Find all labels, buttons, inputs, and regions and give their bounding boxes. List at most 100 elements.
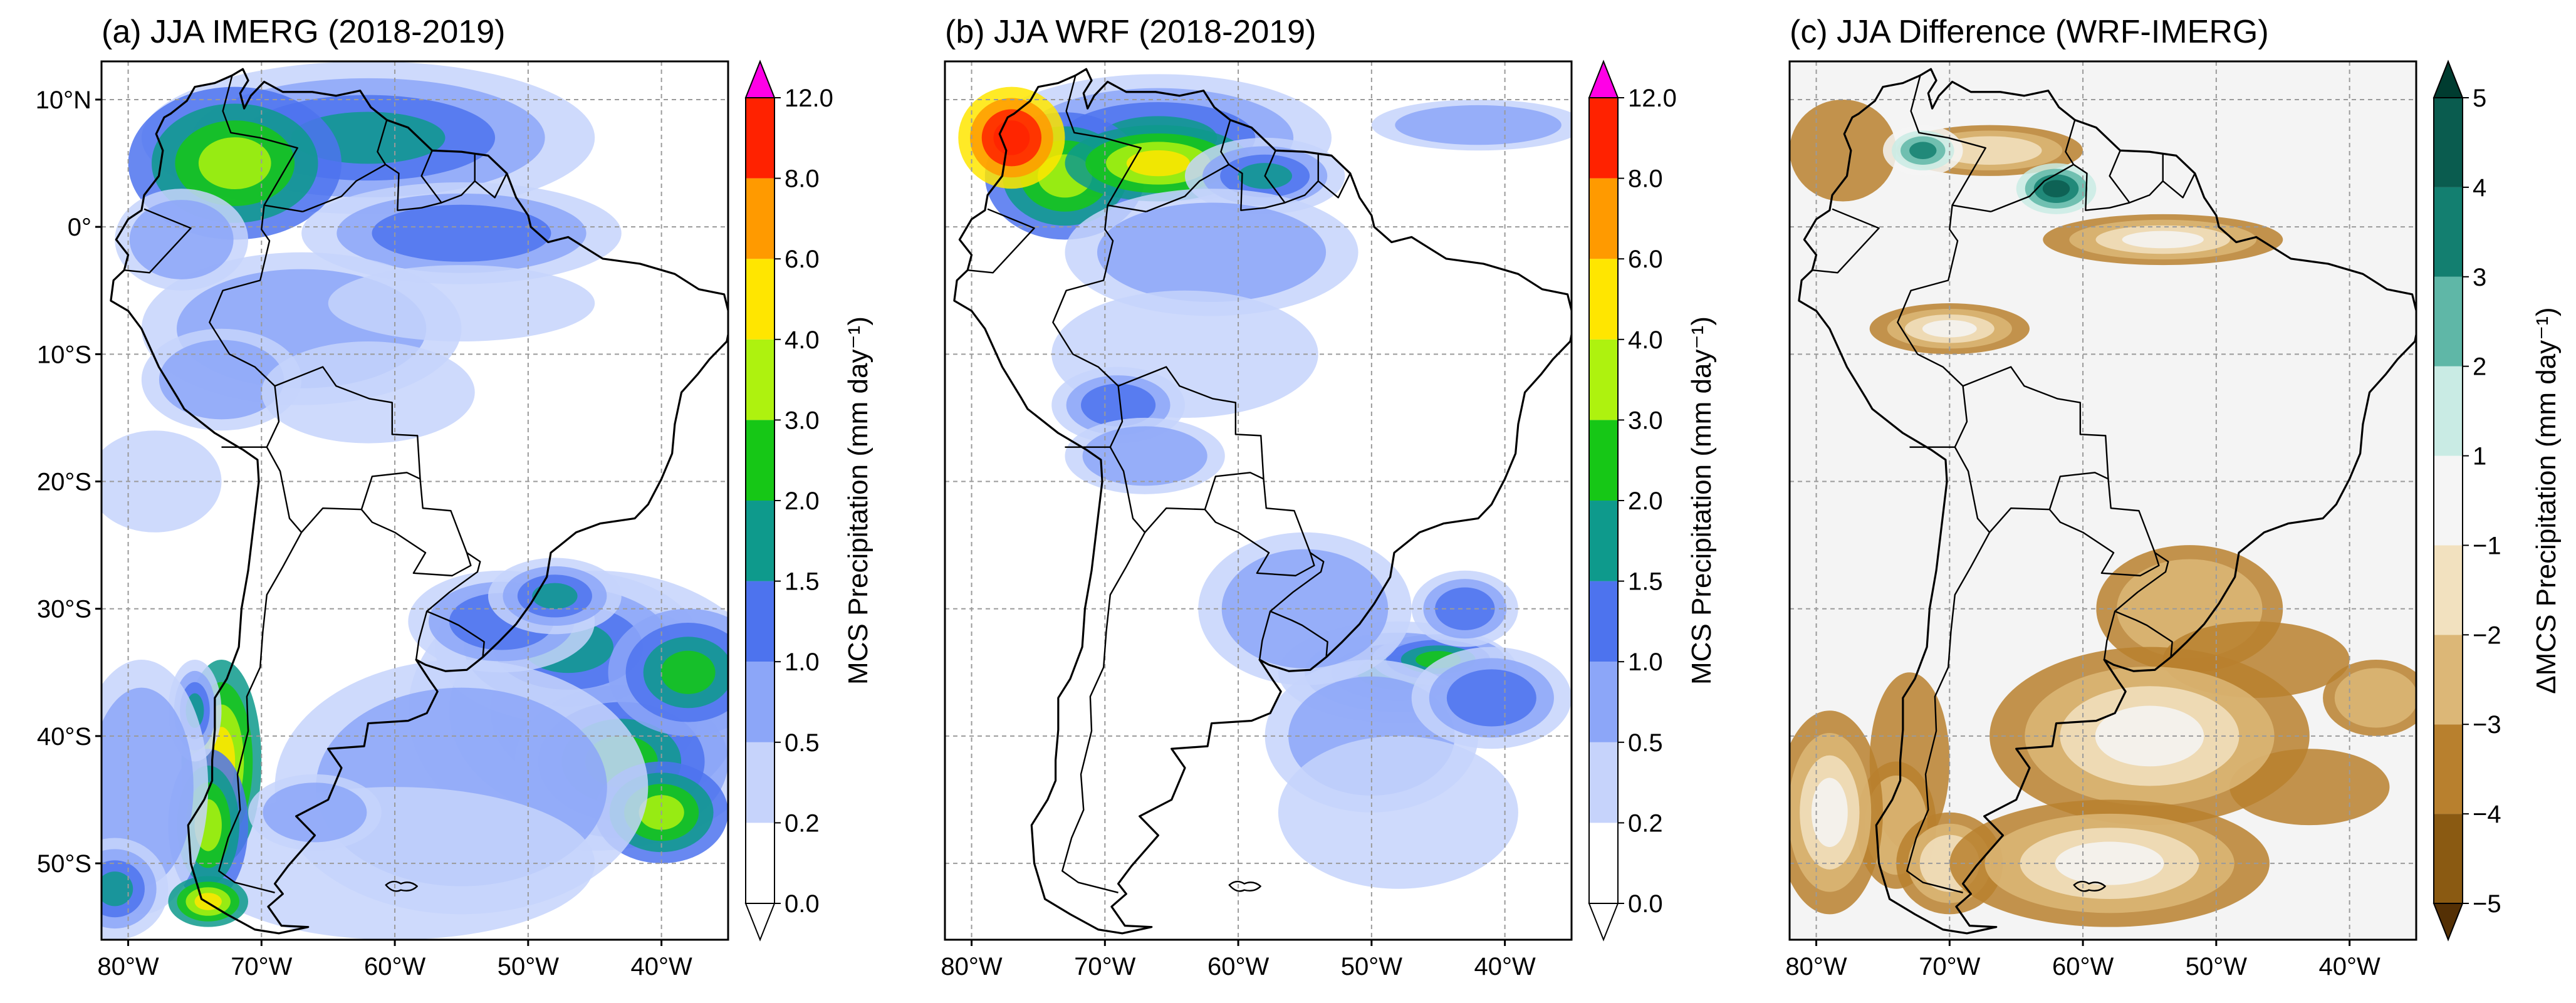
colorbar-tick-label: −5 — [2473, 890, 2501, 918]
country-border — [1264, 150, 1319, 204]
country-border — [1897, 204, 1991, 893]
colorbar-tick-label: 8.0 — [1628, 165, 1663, 193]
country-border — [2109, 150, 2164, 204]
panel-c-precip-cell — [1790, 99, 1897, 202]
colorbar-extend-top — [2433, 60, 2464, 98]
panel-a-precip-cell — [328, 265, 595, 342]
colorbar-tick-label: 8.0 — [785, 165, 820, 193]
colorbar-segment — [2434, 187, 2463, 277]
panel-title: (a) JJA IMERG (2018-2019) — [102, 14, 505, 50]
panel-c-precip-cell — [2122, 231, 2204, 249]
country-border — [1269, 552, 1328, 658]
lon-tick-label: 40°W — [2318, 953, 2380, 980]
colorbar-tick-label: 3 — [2473, 264, 2486, 291]
country-border — [1990, 120, 2076, 212]
country-border — [415, 611, 428, 660]
colorbar-tick-label: 4.0 — [785, 326, 820, 354]
colorbar-tick-label: 3.0 — [1628, 407, 1663, 434]
colorbar-extend-bottom — [1588, 903, 1619, 942]
panel-a-precip-cell — [129, 200, 234, 279]
panel-b-precip-cell — [1097, 202, 1327, 303]
country-border — [1052, 204, 1147, 893]
country-border — [1258, 611, 1271, 660]
country-border — [1228, 164, 1285, 211]
falkland-islands — [2073, 880, 2106, 892]
lon-tick-label: 60°W — [1207, 953, 1269, 980]
lon-tick-label: 60°W — [2052, 953, 2114, 980]
lon-tick-label: 70°W — [231, 953, 292, 980]
lon-tick-label: 50°W — [1341, 953, 1402, 980]
colorbar-tick-label: 1 — [2473, 443, 2486, 470]
colorbar-segment — [1589, 420, 1618, 501]
colorbar-segment — [2434, 366, 2463, 456]
colorbar: 0.0 0.2 0.5 1.0 1.5 2.0 3.0 4.0 6.0 8.0 12.0 MCS Pr… — [1588, 60, 1717, 942]
colorbar-tick-label: 0.5 — [785, 729, 820, 757]
panel-b-precip-cell — [1435, 587, 1495, 630]
panel-a-precip-cell — [159, 340, 284, 420]
colorbar-segment — [1589, 662, 1618, 742]
colorbar-segment — [2434, 724, 2463, 814]
country-border — [2114, 552, 2173, 658]
colorbar-segment — [1589, 339, 1618, 420]
country-border — [1317, 153, 1351, 199]
country-border — [124, 208, 192, 274]
panel-b-precip-cell — [1446, 669, 1536, 727]
colorbar-tick-label: 6.0 — [785, 246, 820, 273]
colorbar-segment — [1589, 178, 1618, 259]
colorbar-segment — [2434, 814, 2463, 903]
colorbar-segment — [2434, 98, 2463, 187]
country-border — [1812, 208, 1880, 274]
lon-tick-label: 40°W — [630, 953, 692, 980]
colorbar-label: ΔMCS Precipitation (mm day⁻¹) — [2531, 307, 2562, 694]
country-border — [222, 75, 298, 206]
colorbar-tick-label: −1 — [2473, 532, 2501, 559]
country-border — [2162, 153, 2196, 199]
colorbar-tick-label: 2 — [2473, 353, 2486, 381]
lat-tick-label: 50°S — [37, 850, 91, 878]
colorbar-tick-label: 2.0 — [1628, 487, 1663, 515]
panel-c-precip-cell — [1937, 136, 2042, 165]
panel-a-precip-cell — [372, 204, 551, 262]
panel-a-precip-cell — [263, 782, 367, 843]
colorbar-segment — [1589, 98, 1618, 179]
colorbar-tick-label: 6.0 — [1628, 246, 1663, 273]
country-border — [209, 204, 303, 893]
falkland-islands — [385, 880, 418, 892]
colorbar-segment — [746, 501, 774, 581]
panel-a-precip-cell — [102, 687, 194, 886]
lon-tick-label: 40°W — [1474, 953, 1535, 980]
country-border — [1963, 366, 2109, 533]
panel-b-precip-cell — [993, 120, 1030, 155]
panel-b-wrf: (b) JJA WRF (2018-2019) 80°W 70°W 60°W 50°W 4… — [941, 14, 1717, 980]
colorbar-segment — [746, 178, 774, 259]
panel-b-precip-cell — [1081, 383, 1156, 427]
panel-c-precip-cell — [2042, 180, 2070, 198]
colorbar-tick-label: 12.0 — [1628, 85, 1677, 112]
country-border — [420, 150, 476, 204]
colorbar-tick-label: 1.5 — [1628, 568, 1663, 596]
coastline — [953, 68, 1572, 935]
colorbar-segment — [746, 420, 774, 501]
panel-a-precip-cell — [660, 650, 716, 694]
country-border — [2103, 611, 2116, 660]
colorbar-tick-label: 0.5 — [1628, 729, 1663, 757]
panel-b-precip-cell — [1278, 735, 1518, 889]
colorbar-tick-label: 12.0 — [785, 85, 833, 112]
colorbar-tick-label: 1.5 — [785, 568, 820, 596]
map-frame — [1788, 60, 2417, 941]
colorbar-segment — [2434, 635, 2463, 725]
colorbar-extend-top — [744, 60, 776, 98]
colorbar-segment — [746, 581, 774, 662]
panel-a-imerg: (a) JJA IMERG (2018-2019) 80°W 70°W 60°W 50°… — [36, 14, 873, 980]
colorbar-label: MCS Precipitation (mm day⁻¹) — [843, 316, 873, 685]
colorbar-segment — [1589, 742, 1618, 823]
colorbar-segment — [746, 98, 774, 179]
country-border — [1204, 479, 1315, 577]
colorbar-tick-label: 2.0 — [785, 487, 820, 515]
colorbar-segment — [746, 742, 774, 823]
lon-tick-label: 70°W — [1074, 953, 1135, 980]
colorbar-segment — [1589, 581, 1618, 662]
panel-b-precip-cell — [1395, 105, 1562, 145]
colorbar-tick-label: 0.2 — [785, 809, 820, 837]
